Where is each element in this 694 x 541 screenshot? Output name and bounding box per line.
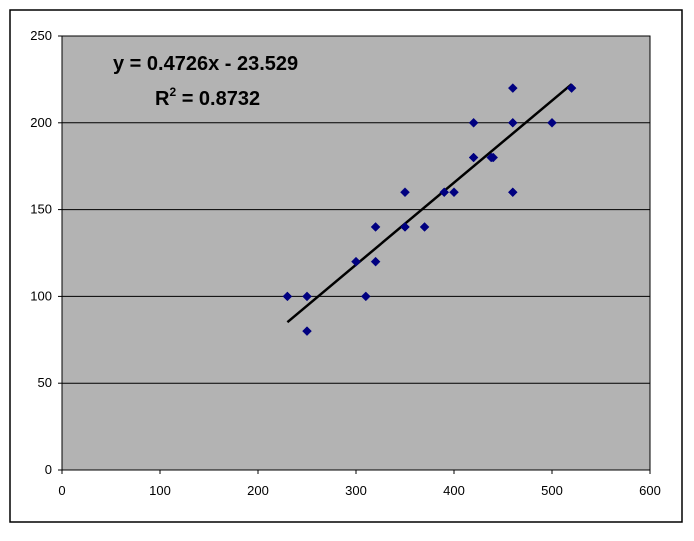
- data-point-8: [400, 222, 410, 232]
- data-point-20: [566, 83, 577, 93]
- data-point-9: [419, 222, 430, 232]
- gridlines: [62, 35, 650, 384]
- y-tick-label-100: 100: [30, 288, 52, 303]
- data-point-12: [468, 117, 479, 128]
- tick-labels: 0 50 100 150 200 250 0 100 200 300 400 500 600: [30, 28, 661, 498]
- axes: [58, 35, 651, 474]
- y-tick-label-50: 50: [38, 375, 52, 390]
- trendline-equation: y = 0.4726x - 23.529: [113, 53, 298, 75]
- trendline-layer: [286, 83, 573, 324]
- x-tick-label-200: 200: [247, 483, 269, 498]
- y-tick-label-250: 250: [30, 28, 52, 43]
- r-squared-superscript: 2: [169, 85, 176, 99]
- x-tick-label-0: 0: [58, 483, 65, 498]
- data-point-11: [449, 187, 459, 198]
- data-point-16: [507, 83, 518, 93]
- y-tick-label-0: 0: [45, 462, 52, 477]
- data-point-19: [547, 117, 557, 128]
- x-tick-label-600: 600: [639, 483, 661, 498]
- data-point-6: [370, 256, 381, 267]
- x-tick-label-400: 400: [443, 483, 465, 498]
- y-tick-label-200: 200: [30, 115, 52, 130]
- x-tick-label-100: 100: [149, 483, 171, 498]
- data-point-3: [351, 256, 361, 267]
- data-point-5: [370, 222, 381, 232]
- r-squared-value: = 0.8732: [176, 88, 260, 110]
- data-point-1: [302, 291, 312, 302]
- r-squared-label: R2 = 0.8732: [155, 85, 260, 110]
- data-point-0: [282, 291, 293, 302]
- data-point-18: [507, 187, 518, 198]
- data-point-17: [507, 117, 518, 128]
- x-tick-label-500: 500: [541, 483, 563, 498]
- data-point-15: [488, 152, 499, 163]
- data-point-13: [468, 152, 479, 163]
- trendline: [286, 83, 573, 324]
- r-squared-prefix: R: [155, 88, 170, 110]
- data-point-2: [302, 326, 312, 336]
- x-tick-label-300: 300: [345, 483, 367, 498]
- data-point-7: [400, 187, 410, 198]
- y-tick-label-150: 150: [30, 202, 52, 217]
- data-points: [282, 83, 577, 336]
- plot-area: [61, 35, 651, 471]
- data-point-10: [439, 187, 450, 198]
- data-point-4: [360, 291, 371, 302]
